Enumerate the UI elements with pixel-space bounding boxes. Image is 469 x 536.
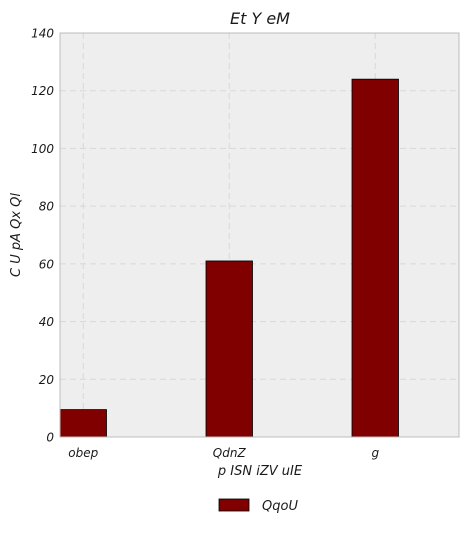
legend-swatch (219, 499, 249, 511)
legend-label: QqoU (262, 499, 298, 514)
y-tick-label: 80 (39, 200, 55, 214)
y-tick-label: 60 (39, 257, 55, 271)
y-axis-label: C U pA Qx Ql (9, 193, 24, 277)
x-tick-label: g (371, 446, 379, 460)
bar-QdnZ (206, 261, 253, 437)
y-tick-label: 100 (31, 142, 54, 156)
x-axis-ticks: obep QdnZ g (68, 446, 379, 460)
bar-obep (60, 410, 107, 437)
y-tick-label: 140 (31, 27, 54, 41)
x-tick-label: obep (68, 446, 98, 460)
y-tick-label: 0 (46, 431, 54, 445)
bar-g (352, 79, 399, 437)
y-tick-label: 120 (31, 84, 54, 98)
y-axis-ticks: 0 20 40 60 80 100 120 140 (31, 27, 54, 445)
plot-area (60, 33, 459, 437)
legend: QqoU (219, 499, 298, 514)
y-tick-label: 40 (39, 315, 55, 329)
chart-title: Et Y eM (230, 9, 290, 28)
y-tick-label: 20 (39, 373, 55, 387)
x-tick-label: QdnZ (213, 446, 247, 460)
x-axis-label: p ISN iZV uIE (217, 464, 303, 479)
